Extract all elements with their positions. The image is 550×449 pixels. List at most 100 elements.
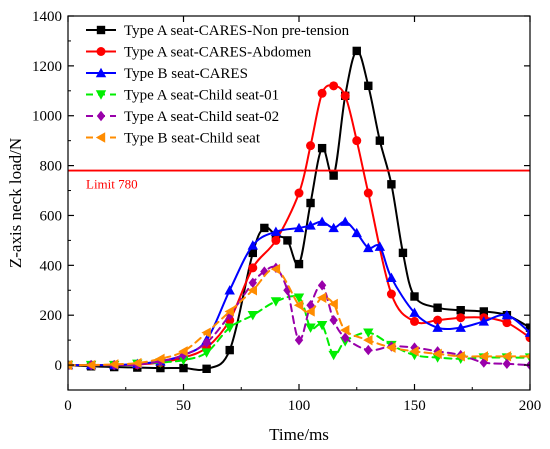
series-2-point bbox=[456, 313, 466, 323]
series-6-point bbox=[501, 351, 512, 362]
series-2-point bbox=[317, 88, 327, 98]
series-4-point bbox=[293, 293, 305, 303]
series-5-point bbox=[341, 332, 350, 343]
series-6-point bbox=[409, 346, 419, 357]
legend-label: Type B seat-CARES bbox=[124, 66, 248, 82]
series-1-point bbox=[283, 236, 292, 245]
y-tick-label: 0 bbox=[55, 358, 63, 374]
y-axis-title: Z-axis neck load/N bbox=[6, 138, 25, 268]
series-3-point bbox=[501, 310, 513, 320]
y-tick-label: 1000 bbox=[32, 109, 62, 125]
series-4-point bbox=[328, 350, 339, 361]
series-4-point bbox=[201, 348, 212, 358]
series-3-point bbox=[293, 222, 305, 233]
series-5-point bbox=[248, 277, 257, 288]
legend-swatch-marker bbox=[95, 67, 107, 78]
legend-entry-4: Type A seat-Child seat-01 bbox=[86, 88, 279, 104]
series-6-point bbox=[247, 285, 257, 296]
series-5-point bbox=[329, 314, 338, 326]
series-5-point bbox=[317, 280, 327, 291]
series-2-point bbox=[248, 263, 258, 273]
series-3-point bbox=[328, 222, 339, 233]
series-4-point bbox=[316, 320, 328, 331]
series-2-point bbox=[306, 141, 316, 151]
series-2-point bbox=[271, 235, 281, 245]
legend-swatch-marker bbox=[96, 110, 106, 122]
series-1-point bbox=[294, 259, 304, 269]
series-3-point bbox=[524, 327, 530, 337]
legend-entry-6: Type B seat-Child seat bbox=[86, 131, 261, 147]
series-1-point bbox=[387, 180, 396, 189]
series-1-point bbox=[375, 136, 385, 145]
series-3-point bbox=[409, 307, 420, 317]
series-6-point bbox=[85, 359, 96, 371]
series-4-point bbox=[305, 323, 316, 333]
x-tick-label: 200 bbox=[519, 398, 542, 414]
series-1-point bbox=[317, 143, 327, 153]
series-4-point bbox=[270, 297, 282, 307]
series-2-point bbox=[386, 289, 396, 299]
series-3-point bbox=[374, 241, 386, 251]
series-2-point bbox=[352, 136, 362, 146]
series-3-point bbox=[478, 316, 489, 326]
series-4-point bbox=[178, 355, 189, 366]
series-1-point bbox=[479, 307, 488, 316]
series-1-point bbox=[525, 323, 530, 332]
series-6-point bbox=[178, 346, 188, 357]
series-2-point bbox=[294, 188, 304, 198]
series-3-point bbox=[363, 242, 374, 253]
series-layer bbox=[68, 46, 530, 374]
series-6 bbox=[68, 263, 530, 371]
series-5-point bbox=[364, 344, 373, 356]
series-3 bbox=[68, 216, 530, 370]
series-3-point bbox=[351, 227, 362, 238]
series-6-point bbox=[478, 351, 488, 362]
series-6-point bbox=[201, 327, 211, 338]
series-1-point bbox=[225, 345, 234, 355]
x-tick-label: 100 bbox=[288, 398, 311, 414]
legend: Type A seat-CARES-Non pre-tension Type A … bbox=[86, 23, 350, 147]
series-1-point bbox=[456, 306, 465, 315]
legend-label: Type A seat-CARES-Abdomen bbox=[124, 45, 312, 61]
series-4-point bbox=[363, 328, 374, 338]
series-6-point bbox=[224, 306, 234, 317]
series-1-point bbox=[410, 292, 419, 301]
series-2-point bbox=[340, 91, 350, 101]
series-6-point bbox=[524, 353, 530, 360]
legend-swatch-marker bbox=[95, 132, 106, 143]
series-3-point bbox=[386, 272, 397, 282]
series-1-point bbox=[202, 364, 211, 374]
legend-swatch-marker bbox=[96, 25, 106, 35]
series-6-point bbox=[455, 351, 465, 362]
x-tick-label: 150 bbox=[403, 398, 426, 414]
series-1-point bbox=[364, 81, 373, 91]
series-6-point bbox=[270, 263, 281, 275]
series-3-point bbox=[224, 285, 235, 295]
series-6-point bbox=[132, 357, 142, 369]
series-2-point bbox=[502, 318, 512, 328]
x-axis-title: Time/ms bbox=[269, 425, 329, 444]
series-3-point bbox=[340, 216, 351, 226]
y-tick-label: 400 bbox=[40, 258, 63, 274]
legend-label: Type B seat-Child seat bbox=[124, 131, 261, 147]
y-tick-label: 800 bbox=[40, 159, 63, 175]
series-3-point bbox=[305, 220, 316, 230]
y-tick-label: 600 bbox=[40, 208, 63, 224]
series-2-point bbox=[433, 315, 443, 325]
axes-layer: 0 50 100 150 200 0 200 400 600 800 1000 1200 1400 Tim… bbox=[6, 9, 541, 444]
x-tick-label: 50 bbox=[176, 398, 191, 414]
series-6-point bbox=[328, 298, 338, 310]
series-3-point bbox=[316, 216, 328, 226]
series-6-point bbox=[316, 292, 327, 303]
series-1-point bbox=[306, 198, 315, 208]
y-tick-label: 1200 bbox=[32, 59, 62, 75]
series-4-point bbox=[224, 323, 235, 333]
series-6-point bbox=[155, 353, 165, 365]
series-6-point bbox=[293, 300, 304, 311]
legend-label: Type A seat-Child seat-01 bbox=[124, 88, 279, 104]
y-tick-label: 200 bbox=[40, 308, 63, 324]
series-5-point bbox=[202, 337, 211, 348]
series-5-point bbox=[294, 334, 304, 346]
